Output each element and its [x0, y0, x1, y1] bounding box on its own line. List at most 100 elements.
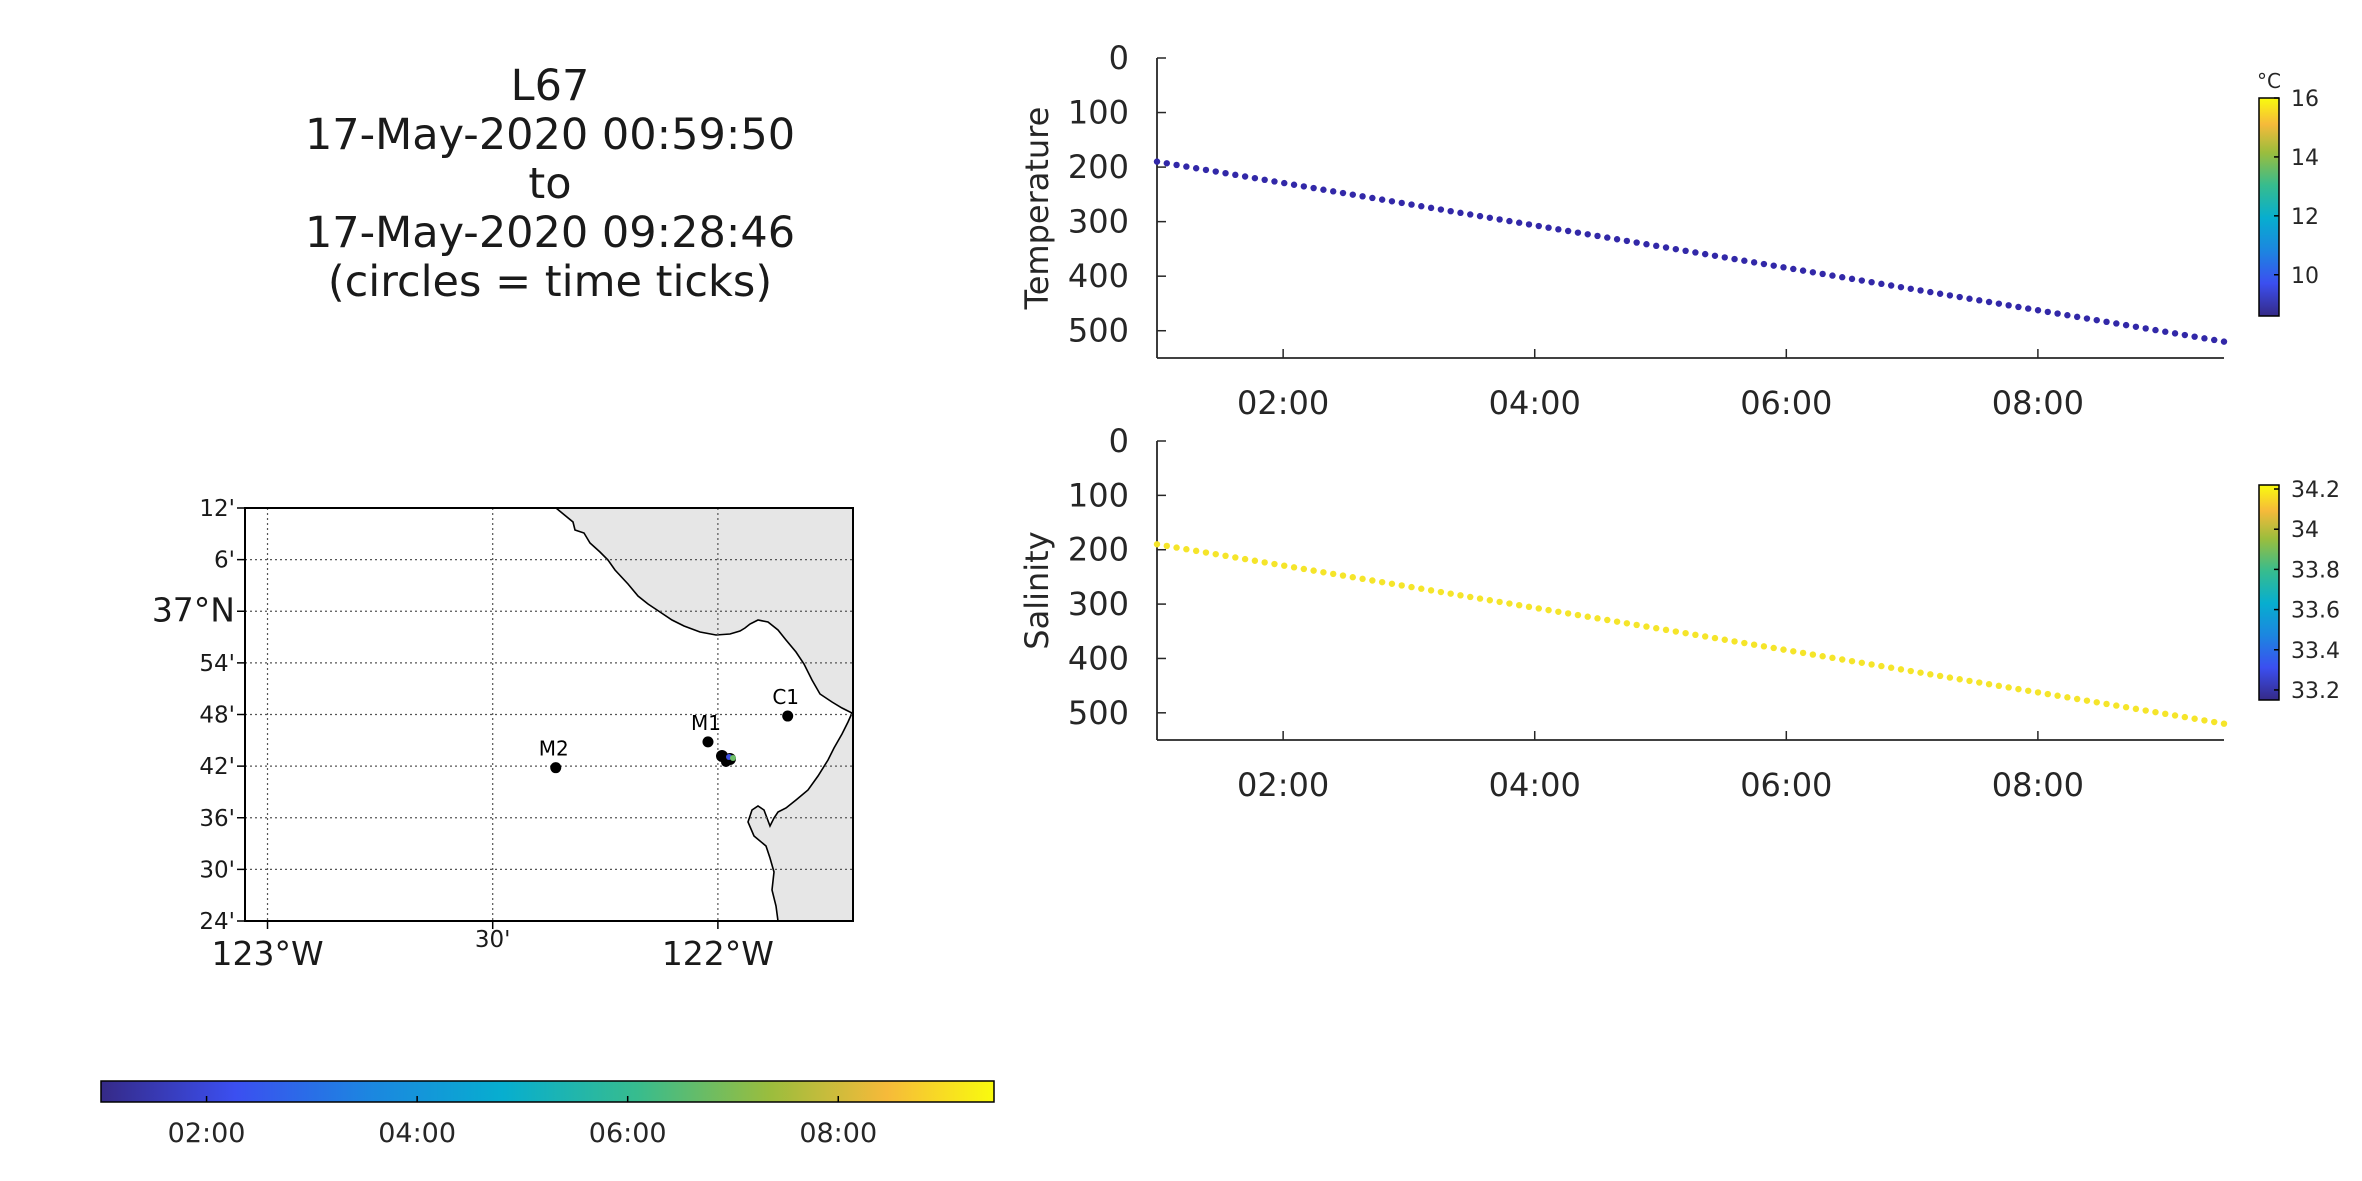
data-point	[1388, 198, 1396, 205]
data-point	[1447, 207, 1454, 215]
data-point	[1878, 280, 1885, 288]
map-lat-label: 24'	[199, 909, 235, 935]
data-point	[1378, 196, 1386, 203]
data-point	[2015, 303, 2022, 311]
data-point	[1976, 297, 1983, 304]
time-colorbar-label: 06:00	[589, 1118, 667, 1149]
data-point	[1192, 165, 1200, 172]
data-point	[1613, 236, 1621, 243]
map-panel: 12' 6' 37°N 54' 48' 42' 36' 30' 24' 123°W 30' 122°…	[152, 496, 854, 973]
data-point	[1584, 231, 1591, 238]
y-tick-label: 0	[1109, 39, 1129, 77]
data-point	[1300, 565, 1308, 573]
station-marker	[550, 762, 562, 774]
land-area	[556, 508, 853, 921]
data-point	[1829, 272, 1836, 279]
data-point	[1339, 189, 1347, 197]
data-point	[1604, 234, 1611, 241]
data-point	[1927, 671, 1934, 678]
data-point	[1515, 219, 1523, 226]
data-point	[1917, 669, 1924, 676]
data-point	[1623, 620, 1631, 627]
data-point	[1633, 239, 1640, 246]
data-point	[1839, 656, 1846, 663]
data-point	[1418, 203, 1425, 210]
data-point	[1741, 257, 1748, 264]
data-point	[1907, 285, 1914, 292]
data-point	[1496, 216, 1503, 223]
data-point	[1486, 597, 1494, 604]
data-point	[1897, 283, 1905, 291]
station-marker	[702, 736, 714, 748]
data-point	[1956, 293, 1963, 301]
time-colorbar-gradient	[100, 1080, 995, 1103]
map-lat-label: 48'	[199, 703, 235, 729]
data-point	[1750, 641, 1758, 648]
data-point	[1594, 232, 1601, 240]
data-point	[1251, 557, 1259, 564]
data-point	[1476, 595, 1484, 602]
data-point	[1721, 254, 1728, 261]
data-point	[1506, 600, 1513, 607]
data-point	[2181, 713, 2189, 721]
data-point	[1418, 585, 1425, 592]
data-point	[2054, 310, 2061, 317]
data-point	[2220, 338, 2228, 345]
data-point	[1163, 160, 1170, 167]
data-point	[1467, 593, 1474, 601]
map-stations: M2 M1 C1	[539, 685, 799, 774]
data-point	[1153, 541, 1161, 548]
data-point	[1653, 625, 1660, 632]
data-point	[2025, 687, 2032, 694]
data-point	[1613, 618, 1621, 625]
data-point	[1809, 269, 1817, 276]
colorbar-tick-label: 16	[2291, 87, 2319, 112]
data-point	[1467, 211, 1474, 218]
data-point	[1183, 546, 1190, 553]
colorbar-gradient	[2258, 484, 2280, 701]
data-point	[2162, 710, 2169, 718]
coastline	[555, 508, 853, 921]
title-line-end: 17-May-2020 09:28:46	[304, 208, 796, 258]
colorbar-tick-label: 33.6	[2291, 599, 2340, 624]
colorbar-tick-label: 33.8	[2291, 558, 2340, 583]
data-point	[1799, 267, 1807, 274]
data-point	[1555, 226, 1562, 233]
data-point	[1936, 290, 1944, 297]
data-point	[1643, 623, 1650, 630]
x-tick-label: 02:00	[1237, 766, 1329, 804]
glider-track	[716, 750, 736, 767]
data-point	[1241, 555, 1249, 563]
colorbar-tick-label: 34.2	[2291, 478, 2340, 503]
data-point	[1995, 300, 2003, 307]
data-point	[1682, 629, 1689, 637]
data-point	[1711, 252, 1719, 259]
map-lat-label: 6'	[214, 548, 235, 574]
data-point	[1222, 552, 1229, 560]
data-point	[2152, 708, 2159, 716]
data-point	[1320, 569, 1327, 576]
data-point	[1330, 570, 1337, 578]
data-point	[1202, 549, 1210, 556]
data-point	[1966, 295, 1973, 302]
data-point	[2191, 715, 2198, 722]
data-point	[1868, 278, 1875, 286]
data-point	[1378, 578, 1386, 586]
data-point	[1437, 588, 1445, 596]
data-point	[1437, 206, 1445, 213]
data-point	[1349, 574, 1356, 581]
data-point	[1330, 188, 1337, 195]
y-tick-label: 400	[1068, 639, 1129, 677]
data-point	[1153, 158, 1161, 165]
data-point	[1408, 201, 1415, 208]
data-point	[1300, 183, 1308, 190]
data-point	[1241, 173, 1249, 180]
data-point	[1897, 666, 1905, 673]
data-point	[1192, 547, 1200, 555]
data-point	[1202, 166, 1210, 174]
data-point	[1183, 163, 1190, 170]
data-point	[1359, 575, 1366, 583]
data-point	[1594, 615, 1601, 622]
data-point	[2103, 700, 2110, 708]
data-point	[2083, 697, 2091, 704]
